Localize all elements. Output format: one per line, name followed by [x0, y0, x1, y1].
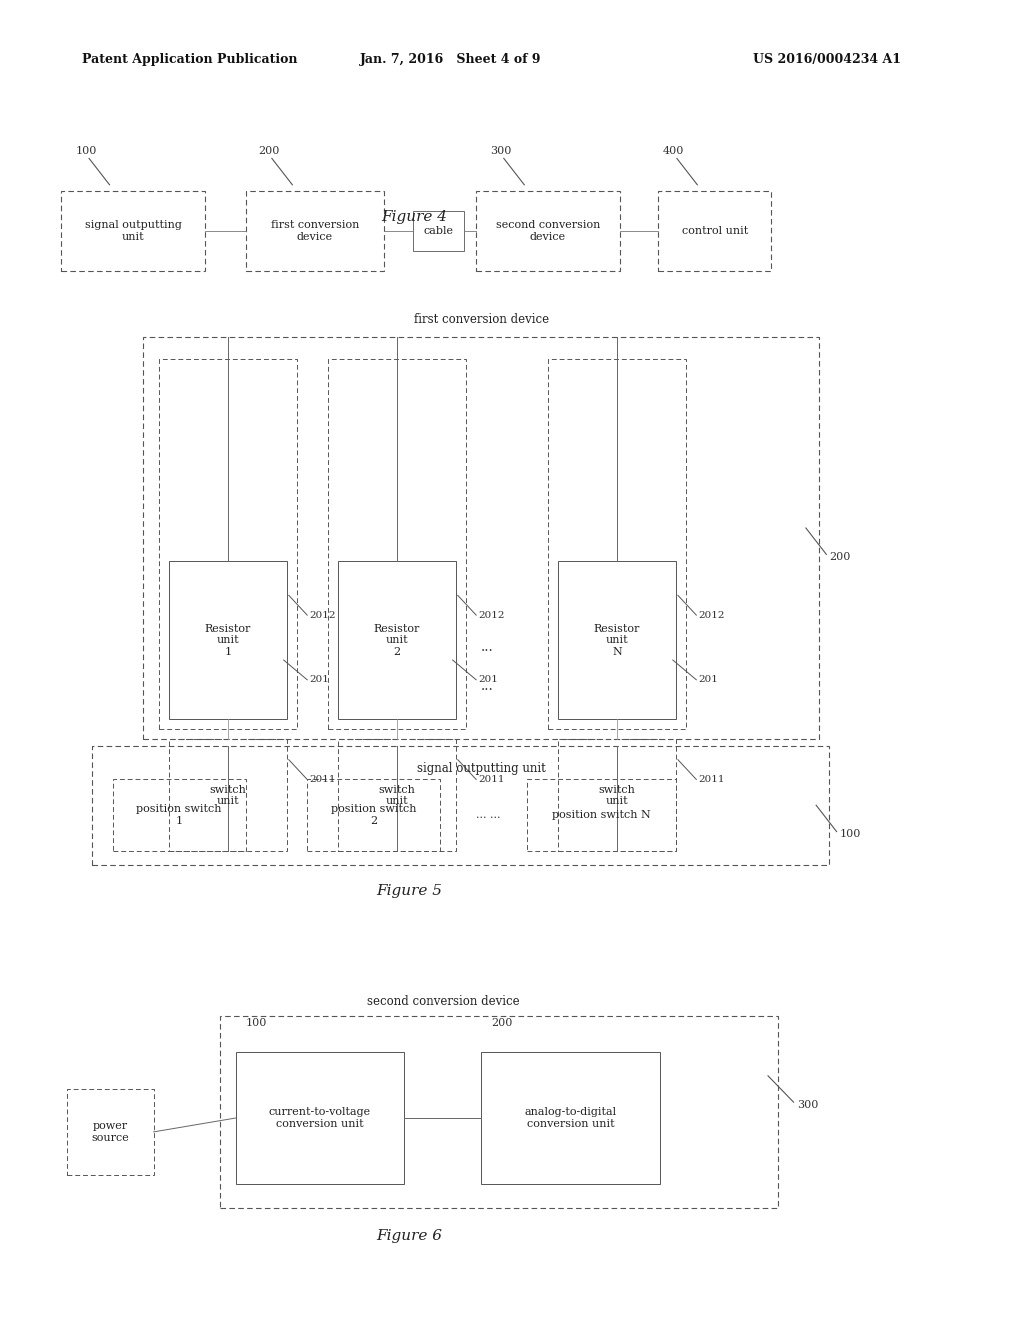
Text: 100: 100	[246, 1018, 267, 1028]
Text: switch
unit: switch unit	[209, 784, 247, 807]
Text: 100: 100	[76, 145, 96, 156]
Text: analog-to-digital
conversion unit: analog-to-digital conversion unit	[525, 1107, 616, 1129]
Bar	[169, 561, 287, 719]
Text: ... ...: ... ...	[476, 810, 501, 820]
Bar	[558, 561, 676, 719]
Text: power
source: power source	[91, 1121, 129, 1143]
Bar	[113, 779, 246, 851]
Bar	[143, 337, 819, 739]
Text: 2012: 2012	[309, 611, 336, 619]
Bar	[169, 739, 287, 851]
Text: Figure 4: Figure 4	[382, 210, 447, 224]
Text: Resistor
unit
2: Resistor unit 2	[374, 623, 420, 657]
Text: signal outputting unit: signal outputting unit	[417, 762, 546, 775]
Text: 2011: 2011	[698, 775, 725, 784]
Text: 100: 100	[840, 829, 861, 840]
Bar	[338, 561, 456, 719]
Bar	[246, 191, 384, 271]
Text: 200: 200	[492, 1018, 513, 1028]
Bar	[92, 746, 829, 865]
Bar	[220, 1016, 778, 1208]
Text: ...: ...	[481, 640, 494, 653]
Text: 300: 300	[797, 1100, 818, 1110]
Text: Figure 6: Figure 6	[377, 1229, 442, 1243]
Bar	[658, 191, 771, 271]
Bar	[338, 739, 456, 851]
Bar	[307, 779, 440, 851]
Text: Patent Application Publication: Patent Application Publication	[82, 53, 297, 66]
Text: signal outputting
unit: signal outputting unit	[85, 220, 181, 242]
Bar	[328, 359, 466, 729]
Text: 200: 200	[258, 145, 280, 156]
Text: current-to-voltage
conversion unit: current-to-voltage conversion unit	[269, 1107, 371, 1129]
Text: Jan. 7, 2016   Sheet 4 of 9: Jan. 7, 2016 Sheet 4 of 9	[359, 53, 542, 66]
Text: 400: 400	[664, 145, 684, 156]
Text: 2011: 2011	[309, 775, 336, 784]
Bar	[476, 191, 620, 271]
Text: 2011: 2011	[478, 775, 505, 784]
Text: 201: 201	[698, 676, 718, 684]
Bar	[413, 211, 464, 251]
Bar	[236, 1052, 404, 1184]
Text: position switch
1: position switch 1	[136, 804, 222, 826]
Text: position switch N: position switch N	[552, 810, 651, 820]
Text: position switch
2: position switch 2	[331, 804, 417, 826]
Text: 200: 200	[829, 552, 851, 562]
Text: US 2016/0004234 A1: US 2016/0004234 A1	[753, 53, 901, 66]
Text: Resistor
unit
1: Resistor unit 1	[205, 623, 251, 657]
Text: control unit: control unit	[682, 226, 748, 236]
Bar	[527, 779, 676, 851]
Text: first conversion device: first conversion device	[414, 313, 549, 326]
Text: ...: ...	[481, 680, 494, 693]
Text: cable: cable	[423, 226, 454, 236]
Bar	[159, 359, 297, 729]
Text: second conversion device: second conversion device	[367, 995, 520, 1008]
Bar	[61, 191, 205, 271]
Bar	[558, 739, 676, 851]
Bar	[548, 359, 686, 729]
Bar	[67, 1089, 154, 1175]
Text: first conversion
device: first conversion device	[270, 220, 359, 242]
Text: Figure 5: Figure 5	[377, 883, 442, 898]
Text: Resistor
unit
N: Resistor unit N	[594, 623, 640, 657]
Text: second conversion
device: second conversion device	[496, 220, 600, 242]
Text: switch
unit: switch unit	[378, 784, 416, 807]
Text: 300: 300	[490, 145, 511, 156]
Text: 2012: 2012	[698, 611, 725, 619]
Text: switch
unit: switch unit	[598, 784, 636, 807]
Bar	[481, 1052, 660, 1184]
Text: 201: 201	[478, 676, 498, 684]
Text: 201: 201	[309, 676, 329, 684]
Text: 2012: 2012	[478, 611, 505, 619]
